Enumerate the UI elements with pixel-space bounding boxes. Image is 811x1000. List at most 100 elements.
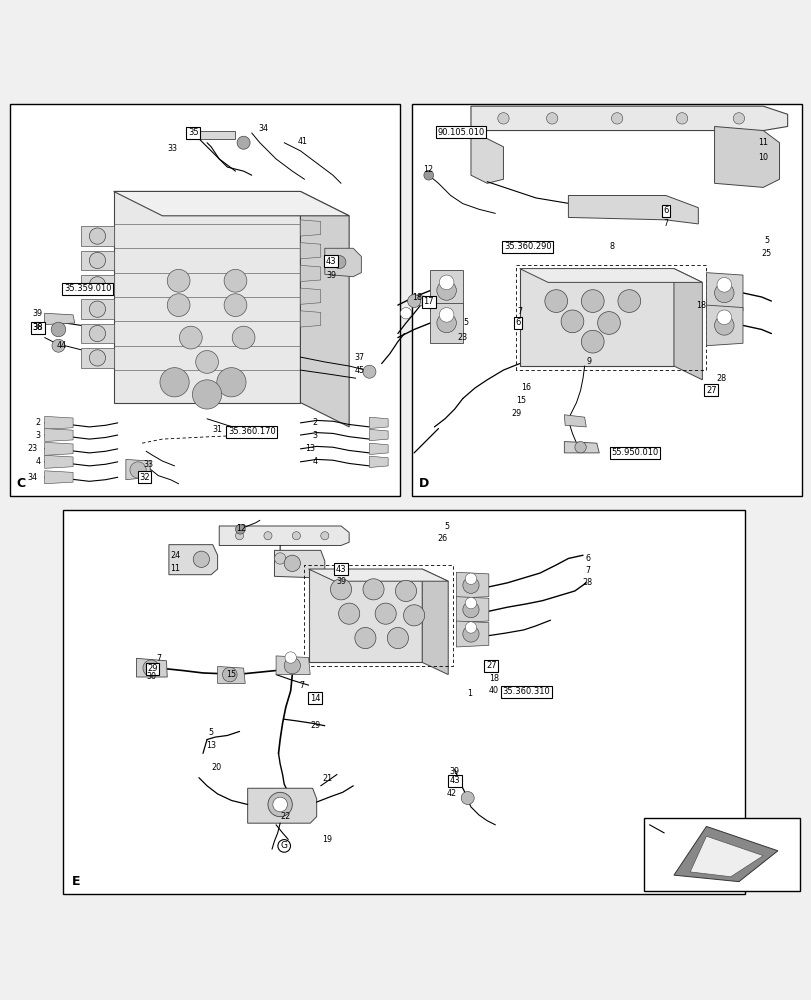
- Polygon shape: [568, 196, 697, 224]
- Polygon shape: [706, 273, 742, 313]
- Circle shape: [400, 308, 411, 319]
- Circle shape: [611, 113, 622, 124]
- Text: 5: 5: [208, 728, 213, 737]
- Circle shape: [407, 295, 420, 308]
- Text: 33: 33: [144, 460, 153, 469]
- Polygon shape: [519, 269, 673, 366]
- Polygon shape: [456, 621, 488, 647]
- Text: 27: 27: [485, 661, 496, 670]
- Circle shape: [272, 797, 287, 812]
- Circle shape: [284, 658, 300, 674]
- Polygon shape: [300, 243, 320, 259]
- Circle shape: [217, 368, 246, 397]
- Polygon shape: [219, 526, 349, 545]
- Circle shape: [461, 792, 474, 804]
- Polygon shape: [673, 269, 702, 380]
- Polygon shape: [430, 303, 462, 343]
- Circle shape: [395, 580, 416, 601]
- Text: E: E: [71, 875, 79, 888]
- Text: 6: 6: [585, 554, 590, 563]
- Polygon shape: [126, 459, 150, 480]
- Polygon shape: [45, 313, 75, 325]
- Text: 41: 41: [298, 137, 307, 146]
- Text: 16: 16: [521, 383, 530, 392]
- Text: 35.360.310: 35.360.310: [502, 687, 549, 696]
- Circle shape: [268, 792, 292, 817]
- Circle shape: [89, 301, 105, 317]
- Text: 11: 11: [170, 564, 180, 573]
- Circle shape: [597, 312, 620, 334]
- Text: 5: 5: [763, 236, 768, 245]
- Text: 29: 29: [511, 409, 521, 418]
- Text: 8: 8: [609, 242, 614, 251]
- Circle shape: [193, 551, 209, 567]
- Polygon shape: [300, 265, 320, 282]
- Polygon shape: [81, 348, 114, 368]
- Polygon shape: [422, 569, 448, 675]
- Text: 18: 18: [696, 301, 706, 310]
- Text: 35: 35: [187, 128, 199, 137]
- Polygon shape: [430, 270, 462, 311]
- Polygon shape: [369, 443, 388, 455]
- Circle shape: [284, 555, 300, 571]
- Circle shape: [354, 627, 375, 649]
- Polygon shape: [247, 788, 316, 823]
- Circle shape: [497, 113, 508, 124]
- Text: 37: 37: [354, 353, 364, 362]
- Polygon shape: [45, 416, 73, 429]
- Circle shape: [403, 605, 424, 626]
- Circle shape: [179, 326, 202, 349]
- Circle shape: [192, 380, 221, 409]
- Text: 15: 15: [516, 396, 526, 405]
- Text: 44: 44: [57, 341, 67, 350]
- Text: 3: 3: [312, 431, 317, 440]
- Text: 29: 29: [310, 721, 320, 730]
- Polygon shape: [45, 455, 73, 468]
- Circle shape: [51, 322, 66, 337]
- Text: 13: 13: [206, 741, 216, 750]
- Circle shape: [375, 603, 396, 624]
- Text: 39: 39: [449, 767, 459, 776]
- Text: 18: 18: [488, 674, 498, 683]
- Circle shape: [581, 330, 603, 353]
- Circle shape: [465, 597, 476, 609]
- Circle shape: [714, 283, 733, 303]
- Polygon shape: [369, 429, 388, 441]
- Circle shape: [546, 113, 557, 124]
- Circle shape: [423, 170, 433, 180]
- Circle shape: [714, 316, 733, 335]
- Circle shape: [320, 532, 328, 540]
- Text: 7: 7: [157, 654, 161, 663]
- Text: 33: 33: [167, 144, 177, 153]
- Polygon shape: [673, 826, 777, 882]
- Circle shape: [222, 667, 237, 682]
- Polygon shape: [324, 248, 361, 277]
- Polygon shape: [308, 569, 448, 581]
- Circle shape: [89, 325, 105, 342]
- Polygon shape: [456, 572, 488, 598]
- Polygon shape: [81, 324, 114, 343]
- Text: 35.359.010: 35.359.010: [64, 284, 111, 293]
- Circle shape: [732, 113, 744, 124]
- Circle shape: [617, 290, 640, 312]
- Polygon shape: [81, 251, 114, 270]
- Circle shape: [439, 275, 453, 290]
- Circle shape: [363, 365, 375, 378]
- Text: 5: 5: [463, 318, 468, 327]
- Text: 1: 1: [466, 689, 471, 698]
- Text: 7: 7: [299, 681, 304, 690]
- Text: 12: 12: [423, 165, 432, 174]
- Polygon shape: [199, 131, 235, 139]
- Text: 18: 18: [412, 293, 422, 302]
- Polygon shape: [300, 220, 320, 236]
- Circle shape: [716, 310, 731, 325]
- Polygon shape: [300, 288, 320, 304]
- Polygon shape: [689, 836, 762, 877]
- Polygon shape: [45, 471, 73, 484]
- Circle shape: [89, 252, 105, 269]
- Circle shape: [544, 290, 567, 312]
- Polygon shape: [300, 311, 320, 327]
- Polygon shape: [274, 550, 324, 578]
- Circle shape: [581, 290, 603, 312]
- Circle shape: [235, 524, 245, 534]
